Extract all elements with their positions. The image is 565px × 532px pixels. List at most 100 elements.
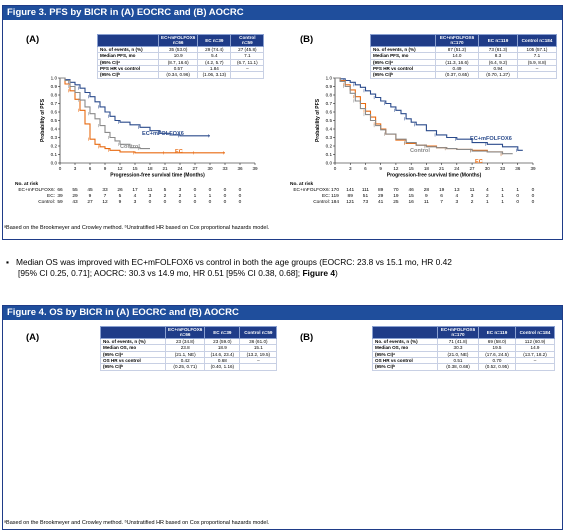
- fig3-b-x-tick-label: 3: [349, 166, 352, 171]
- fig3-b-x-tick-label: 6: [364, 166, 367, 171]
- fig3-a-y-tick-label: 0.6: [51, 110, 58, 115]
- fig3-a-risk-value: 0: [239, 187, 242, 193]
- fig3-b-curve-control: [335, 77, 513, 155]
- stats-cell: (0.40, 1.16): [204, 363, 241, 371]
- fig3-b-risk-value: 11: [470, 187, 475, 193]
- stats-cell: (21.1, NE): [164, 350, 206, 359]
- bullet-line-2: [95% CI 0.25, 0.71]; AOCRC: 30.3 vs 14.9…: [6, 268, 558, 279]
- fig3-b-risk-value: 170: [331, 187, 339, 193]
- fig3-b-curve-label-control: Control: [410, 148, 430, 154]
- fig3-a-x-tick-label: 39: [252, 166, 258, 171]
- fig3-b-x-tick-label: 21: [439, 166, 445, 171]
- fig3-a-x-tick-label: 18: [147, 166, 153, 171]
- figure-3-title: Figure 3. PFS by BICR in (A) EOCRC and (…: [3, 6, 562, 20]
- fig3-b-x-axis-label: Progression-free survival time (Months): [387, 173, 482, 179]
- stats-cell: (6.7, 11.1): [230, 58, 265, 67]
- fig3-a-risk-value: 4: [134, 193, 137, 199]
- fig3-a-x-tick-label: 15: [132, 166, 138, 171]
- fig3-a-curve-control: [60, 77, 150, 150]
- fig4-panel-a-label: (A): [26, 332, 40, 343]
- fig3-b-risk-value: 0: [532, 193, 535, 199]
- fig3-b-x-tick-label: 18: [424, 166, 430, 171]
- fig3-b-y-tick-label: 0.4: [326, 127, 333, 132]
- fig3-a-risk-value: 1: [194, 193, 197, 199]
- fig3-a-y-tick-label: 0.2: [51, 144, 58, 149]
- fig3-a-y-tick-label: 0.3: [51, 135, 58, 140]
- stats-header: EC n=119: [478, 326, 516, 339]
- fig3-b-x-tick-label: 36: [515, 166, 521, 171]
- fig3-b-risk-title: No. at risk: [290, 181, 314, 187]
- stats-cell: 23 (34.8): [164, 337, 206, 346]
- fig3-a-risk-name: EC:: [47, 193, 55, 199]
- fig3-a-risk-value: 5: [164, 187, 167, 193]
- fig3-b-x-tick-label: 27: [470, 166, 476, 171]
- fig3-a-curve-ec-mfolfox6: [60, 77, 210, 137]
- fig3-a-risk-value: 33: [102, 187, 108, 193]
- fig3-b-x-tick-label: 15: [409, 166, 415, 171]
- fig3-a-risk-value: 0: [179, 199, 182, 205]
- fig3-b-risk-value: 1: [501, 187, 504, 193]
- fig3-b-x-tick-label: 39: [530, 166, 536, 171]
- fig3-b-risk-value: 121: [346, 199, 354, 205]
- stats-cell: [515, 363, 555, 371]
- fig3-b-risk-value: 41: [378, 199, 384, 205]
- stats-header: Control n=184: [515, 326, 555, 339]
- fig3-a-x-tick-label: 21: [162, 166, 168, 171]
- fig3-b-risk-value: 0: [532, 199, 535, 205]
- fig3-b-risk-value: 2: [471, 199, 474, 205]
- fig3-b-risk-value: 51: [363, 193, 369, 199]
- fig3-panel-a-label: (A): [26, 34, 40, 45]
- fig3-a-x-tick-label: 24: [177, 166, 183, 171]
- stats-cell: (0.25, 0.71): [164, 363, 206, 371]
- fig3-a-risk-name: EC+mFOLFOX6:: [18, 187, 55, 193]
- fig3-b-risk-value: 70: [393, 187, 399, 193]
- fig3-a-risk-value: 1: [209, 193, 212, 199]
- fig3-a-x-tick-label: 0: [59, 166, 62, 171]
- fig3-a-x-tick-label: 33: [222, 166, 228, 171]
- fig3-a-x-tick-label: 6: [89, 166, 92, 171]
- fig3-a-y-tick-label: 0.7: [51, 101, 58, 106]
- fig3-b-risk-value: 184: [331, 199, 339, 205]
- fig3-panel-b-label: (B): [300, 34, 314, 45]
- stats-cell: –: [517, 64, 557, 73]
- stats-cell: [239, 363, 278, 371]
- fig3-a-risk-value: 11: [148, 187, 153, 193]
- fig3-b-risk-value: 89: [378, 187, 384, 193]
- fig3-a-risk-value: 0: [164, 199, 167, 205]
- fig3-b-risk-value: 25: [393, 199, 399, 205]
- bullet-figure-ref: Figure 4: [302, 268, 336, 278]
- fig3-b-risk-value: 0: [516, 199, 519, 205]
- fig3-b-risk-value: 1: [501, 199, 504, 205]
- fig3-b-risk-value: 111: [362, 187, 370, 193]
- fig3-a-risk-value: 12: [102, 199, 108, 205]
- fig3-a-risk-value: 39: [57, 193, 63, 199]
- fig3-a-x-tick-label: 27: [192, 166, 198, 171]
- stats-cell: (0.38, 0.68): [437, 363, 479, 371]
- fig3-a-risk-value: 0: [224, 199, 227, 205]
- stats-table: EC+mFOLFOX6 n=66 EC n=39 Control n=59 No. o…: [97, 34, 265, 79]
- bullet-dot: ▪: [6, 257, 9, 267]
- fig3-a-risk-value: 43: [72, 199, 78, 205]
- fig3-a-risk-value: 27: [87, 199, 93, 205]
- fig3-a-risk-value: 0: [209, 199, 212, 205]
- fig3-b-y-tick-label: 0.1: [326, 152, 333, 157]
- fig3-b-risk-value: 13: [454, 187, 460, 193]
- fig3-b-y-tick-label: 0.9: [326, 84, 333, 89]
- stats-cell: (0.34, 0.96): [157, 71, 199, 79]
- fig3-b-risk-value: 3: [471, 193, 474, 199]
- stats-cell: 14.9: [515, 344, 555, 352]
- stats-cell: (8.7, 16.6): [157, 58, 199, 67]
- bullet-line-2-text: [95% CI 0.25, 0.71]; AOCRC: 30.3 vs 14.9…: [18, 268, 303, 278]
- stats-cell: 7.1: [517, 52, 557, 60]
- fig3-b-y-tick-label: 0.0: [326, 161, 333, 166]
- fig3-a-risk-value: 59: [57, 199, 63, 205]
- stats-header: [372, 326, 438, 339]
- fig3-b-y-axis-label: Probability of PFS: [315, 98, 321, 142]
- stats-header: EC+mFOLFOX6 n=170: [437, 326, 479, 339]
- fig3-b-risk-value: 16: [408, 199, 414, 205]
- fig3-a-y-tick-label: 0.4: [51, 127, 58, 132]
- fig3-b-risk-value: 19: [393, 193, 399, 199]
- stats-cell: (13.7, 18.2): [515, 350, 555, 359]
- fig3-b-risk-value: 1: [486, 199, 489, 205]
- fig3-b-y-tick-label: 0.7: [326, 101, 333, 106]
